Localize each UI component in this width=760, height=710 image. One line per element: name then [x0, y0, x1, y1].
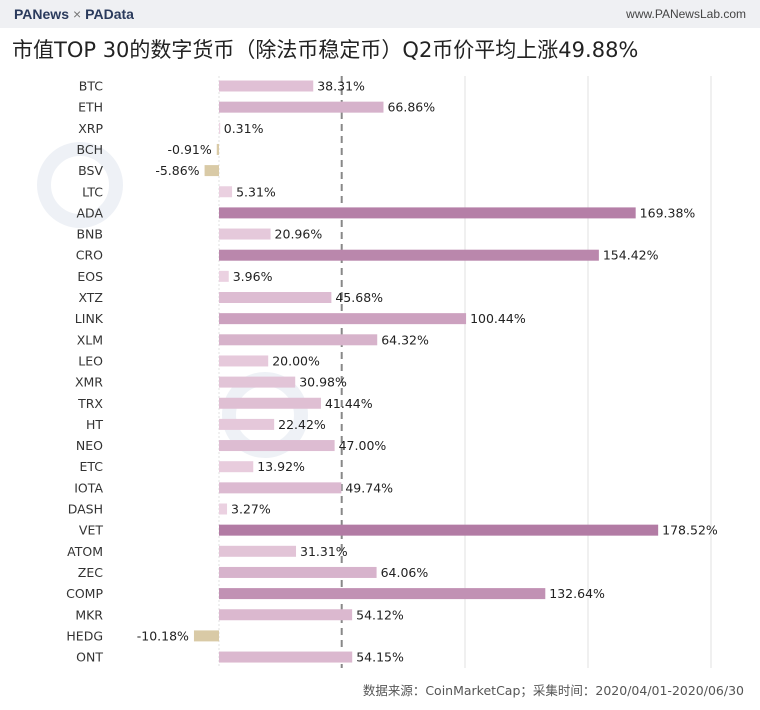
category-label: LINK [75, 311, 104, 326]
bar [219, 80, 314, 92]
data-label: 100.44% [470, 311, 526, 326]
bar [219, 292, 332, 303]
panews-logo: PANews [14, 6, 69, 22]
category-label: NEO [76, 438, 103, 453]
category-label: XRP [78, 121, 103, 136]
data-label: 0.31% [224, 121, 264, 136]
category-label: HEDG [66, 628, 103, 643]
category-label: MKR [75, 607, 103, 622]
data-label: -10.18% [137, 628, 189, 643]
data-label: 64.06% [381, 565, 429, 580]
category-label: CRO [76, 248, 103, 263]
bar [216, 143, 219, 155]
separator: × [72, 6, 82, 22]
data-label: 31.31% [300, 544, 348, 559]
data-label: 20.00% [272, 353, 320, 368]
bar [219, 545, 297, 557]
data-label: 22.42% [278, 417, 326, 432]
category-label: LEO [78, 353, 103, 368]
category-label: TRX [77, 396, 103, 411]
bar [219, 503, 228, 515]
category-label: BCH [77, 142, 103, 157]
category-label: LTC [82, 184, 103, 199]
data-source: 数据来源：CoinMarketCap；采集时间：2020/04/01-2020/… [362, 683, 744, 698]
category-label: BSV [78, 163, 103, 178]
category-label: BNB [76, 227, 103, 242]
bar [219, 228, 271, 240]
bar [219, 609, 353, 621]
bar [219, 334, 378, 346]
chart-title: 市值TOP 30的数字货币（除法币稳定币）Q2币价平均上涨49.88% [12, 38, 639, 62]
bar [219, 376, 296, 388]
category-label: ADA [76, 205, 103, 220]
category-label: ZEC [78, 565, 103, 580]
data-label: 3.96% [233, 269, 273, 284]
bar [219, 440, 335, 452]
category-label: ATOM [67, 544, 103, 559]
bar [219, 651, 353, 663]
data-label: 45.68% [335, 290, 383, 305]
data-label: 30.98% [299, 375, 347, 390]
data-label: 132.64% [549, 586, 605, 601]
bar [219, 397, 321, 409]
data-label: 20.96% [275, 227, 323, 242]
data-label: 41.44% [325, 396, 373, 411]
bar [219, 524, 659, 536]
site-url: www.PANewsLab.com [626, 7, 746, 21]
category-label: XTZ [78, 290, 103, 305]
data-label: 49.74% [345, 480, 393, 495]
data-label: -5.86% [155, 163, 199, 178]
bar [193, 630, 219, 642]
data-label: 3.27% [231, 502, 271, 517]
bar [219, 418, 275, 430]
category-label: ETH [78, 100, 103, 115]
data-label: 54.15% [356, 650, 404, 665]
bar [219, 461, 254, 473]
data-label: 178.52% [662, 523, 718, 538]
category-label: IOTA [74, 480, 103, 495]
bar [219, 249, 599, 261]
category-label: XLM [77, 332, 103, 347]
data-label: 169.38% [640, 205, 696, 220]
bar [219, 122, 221, 134]
watermark-panews-logo [37, 142, 123, 228]
data-label: 66.86% [387, 100, 435, 115]
bar [219, 101, 384, 113]
data-label: 54.12% [356, 607, 404, 622]
category-label: XMR [75, 375, 103, 390]
padata-logo: PAData [85, 6, 134, 22]
data-label: 13.92% [257, 459, 305, 474]
bar [219, 186, 233, 198]
bar [219, 588, 546, 600]
bar [219, 313, 467, 325]
category-label: VET [79, 523, 103, 538]
bar [204, 165, 219, 177]
data-label: -0.91% [168, 142, 212, 157]
category-label: COMP [66, 586, 103, 601]
bar [219, 482, 342, 494]
category-label: HT [86, 417, 103, 432]
data-label: 47.00% [339, 438, 387, 453]
bar [219, 566, 377, 578]
bar [219, 207, 636, 219]
data-label: 38.31% [317, 79, 365, 94]
bar [219, 355, 269, 367]
category-label: EOS [77, 269, 103, 284]
category-label: DASH [68, 502, 103, 517]
category-label: ONT [76, 650, 103, 665]
data-label: 64.32% [381, 332, 429, 347]
bar [219, 270, 229, 282]
category-label: ETC [79, 459, 103, 474]
data-label: 5.31% [236, 184, 276, 199]
brand-logos: PANews × PAData [14, 6, 134, 22]
category-label: BTC [79, 79, 103, 94]
data-label: 154.42% [603, 248, 659, 263]
header-bar: PANews × PAData www.PANewsLab.com [0, 0, 760, 28]
